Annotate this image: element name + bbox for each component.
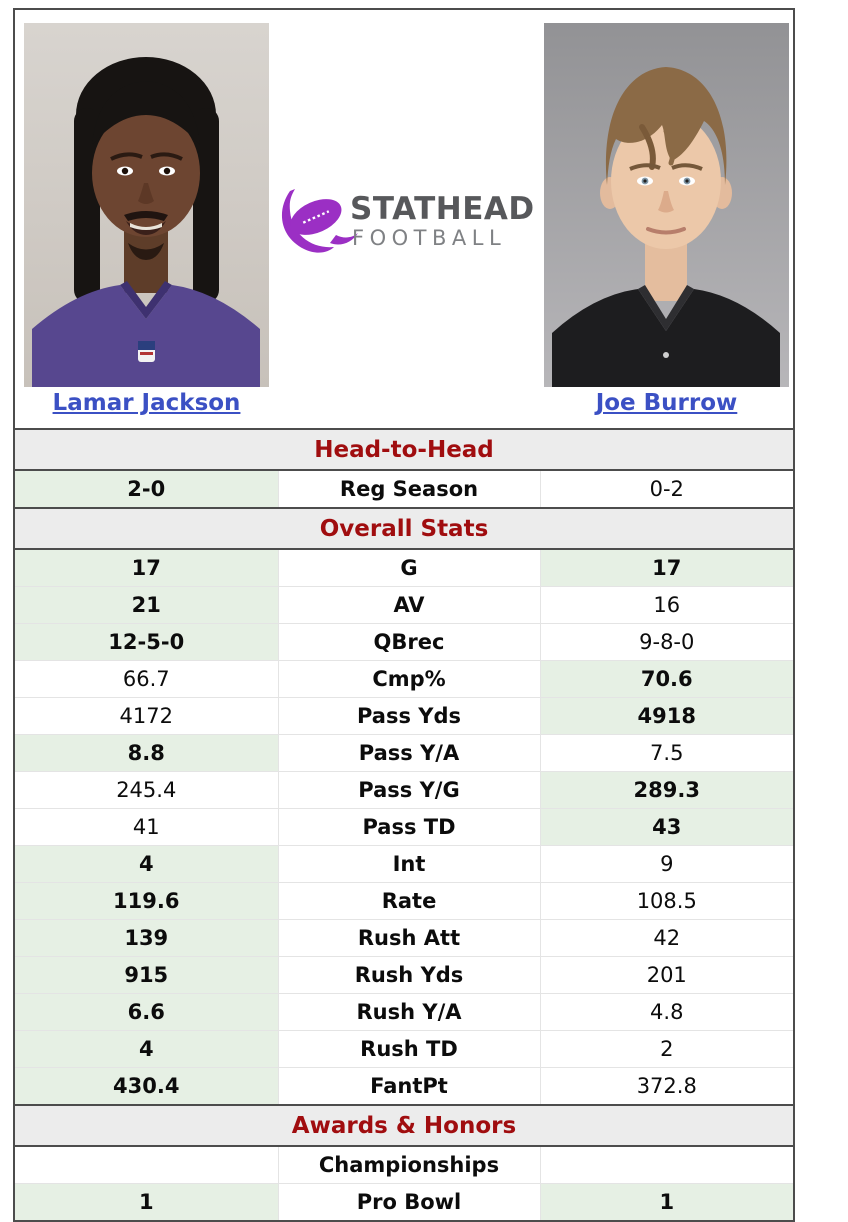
stat-value-left: [14, 1145, 278, 1184]
stat-value-right: 9: [539, 845, 794, 883]
table-row: 4 Rush TD 2: [14, 1030, 794, 1068]
stat-value-right: 9-8-0: [539, 623, 794, 661]
player-cell-left: Lamar Jackson: [14, 9, 278, 429]
stat-label: Rush TD: [277, 1030, 540, 1068]
stat-value-right: 201: [539, 956, 794, 994]
stat-value-left: 41: [14, 808, 278, 846]
stat-value-right: 1: [539, 1183, 794, 1221]
stat-label: Rate: [277, 882, 540, 920]
stat-value-left: 245.4: [14, 771, 278, 809]
stat-value-left: 4: [14, 845, 278, 883]
stat-label: Cmp%: [277, 660, 540, 698]
stat-value-right: 372.8: [539, 1067, 794, 1105]
stat-value-right: 17: [539, 548, 794, 587]
table-row: 66.7 Cmp% 70.6: [14, 660, 794, 698]
stat-value-right: 289.3: [539, 771, 794, 809]
stat-value-right: 70.6: [539, 660, 794, 698]
stat-value-left: 430.4: [14, 1067, 278, 1105]
joe-burrow-photo: [544, 23, 789, 387]
stat-value-left: 2-0: [14, 469, 278, 508]
stathead-logo: STATHEAD FOOTBALL: [278, 9, 540, 429]
stat-value-right: 43: [539, 808, 794, 846]
stat-value-left: 1: [14, 1183, 278, 1221]
stat-value-left: 4: [14, 1030, 278, 1068]
stat-value-right: 7.5: [539, 734, 794, 772]
section-header-overall-stats: Overall Stats: [14, 507, 794, 550]
player-cell-right: Joe Burrow: [540, 9, 794, 429]
stat-value-right: 108.5: [539, 882, 794, 920]
stat-value-right: 16: [539, 586, 794, 624]
stat-value-left: 119.6: [14, 882, 278, 920]
stat-value-left: 139: [14, 919, 278, 957]
stat-label: Pass Y/G: [277, 771, 540, 809]
stat-label: Int: [277, 845, 540, 883]
stat-value-right: 0-2: [539, 469, 794, 508]
stat-value-right: 4918: [539, 697, 794, 735]
table-row: 2-0 Reg Season 0-2: [14, 469, 794, 508]
stat-value-right: 42: [539, 919, 794, 957]
stat-label: Rush Yds: [277, 956, 540, 994]
stat-label: Championships: [277, 1145, 540, 1184]
table-row: 139 Rush Att 42: [14, 919, 794, 957]
stat-label: Pass TD: [277, 808, 540, 846]
lamar-jackson-photo: [24, 23, 269, 387]
svg-text:FOOTBALL: FOOTBALL: [352, 226, 506, 250]
table-row: 6.6 Rush Y/A 4.8: [14, 993, 794, 1031]
table-row: 1 Pro Bowl 1: [14, 1183, 794, 1221]
stat-label: G: [277, 548, 540, 587]
stat-value-right: 4.8: [539, 993, 794, 1031]
stat-label: AV: [277, 586, 540, 624]
section-header-awards-honors: Awards & Honors: [14, 1104, 794, 1147]
table-row: 245.4 Pass Y/G 289.3: [14, 771, 794, 809]
table-row: Championships: [14, 1145, 794, 1184]
table-row: 4172 Pass Yds 4918: [14, 697, 794, 735]
stat-label: FantPt: [277, 1067, 540, 1105]
table-row: 41 Pass TD 43: [14, 808, 794, 846]
stat-label: Pro Bowl: [277, 1183, 540, 1221]
table-row: 12-5-0 QBrec 9-8-0: [14, 623, 794, 661]
stat-value-left: 4172: [14, 697, 278, 735]
player-link-lamar-jackson[interactable]: Lamar Jackson: [52, 390, 241, 416]
stat-label: Reg Season: [277, 469, 540, 508]
stat-label: Rush Att: [277, 919, 540, 957]
table-row: 4 Int 9: [14, 845, 794, 883]
stat-label: Pass Yds: [277, 697, 540, 735]
svg-text:STATHEAD: STATHEAD: [350, 191, 535, 227]
table-row: 915 Rush Yds 201: [14, 956, 794, 994]
player-comparison-table: Lamar Jackson STATHEAD FOOTBALL: [13, 8, 795, 1222]
stat-value-left: 12-5-0: [14, 623, 278, 661]
table-row: 430.4 FantPt 372.8: [14, 1067, 794, 1105]
player-link-joe-burrow[interactable]: Joe Burrow: [595, 390, 738, 416]
stat-value-left: 6.6: [14, 993, 278, 1031]
table-row: 17 G 17: [14, 548, 794, 587]
section-header-head-to-head: Head-to-Head: [14, 428, 794, 471]
stat-value-right: [539, 1145, 794, 1184]
stat-value-left: 915: [14, 956, 278, 994]
stat-label: Pass Y/A: [277, 734, 540, 772]
stat-value-right: 2: [539, 1030, 794, 1068]
stat-value-left: 21: [14, 586, 278, 624]
table-row: 21 AV 16: [14, 586, 794, 624]
table-row: 119.6 Rate 108.5: [14, 882, 794, 920]
stat-value-left: 8.8: [14, 734, 278, 772]
photo-row: Lamar Jackson STATHEAD FOOTBALL: [14, 9, 794, 429]
stat-label: QBrec: [277, 623, 540, 661]
table-row: 8.8 Pass Y/A 7.5: [14, 734, 794, 772]
stat-label: Rush Y/A: [277, 993, 540, 1031]
stat-value-left: 66.7: [14, 660, 278, 698]
stat-value-left: 17: [14, 548, 278, 587]
